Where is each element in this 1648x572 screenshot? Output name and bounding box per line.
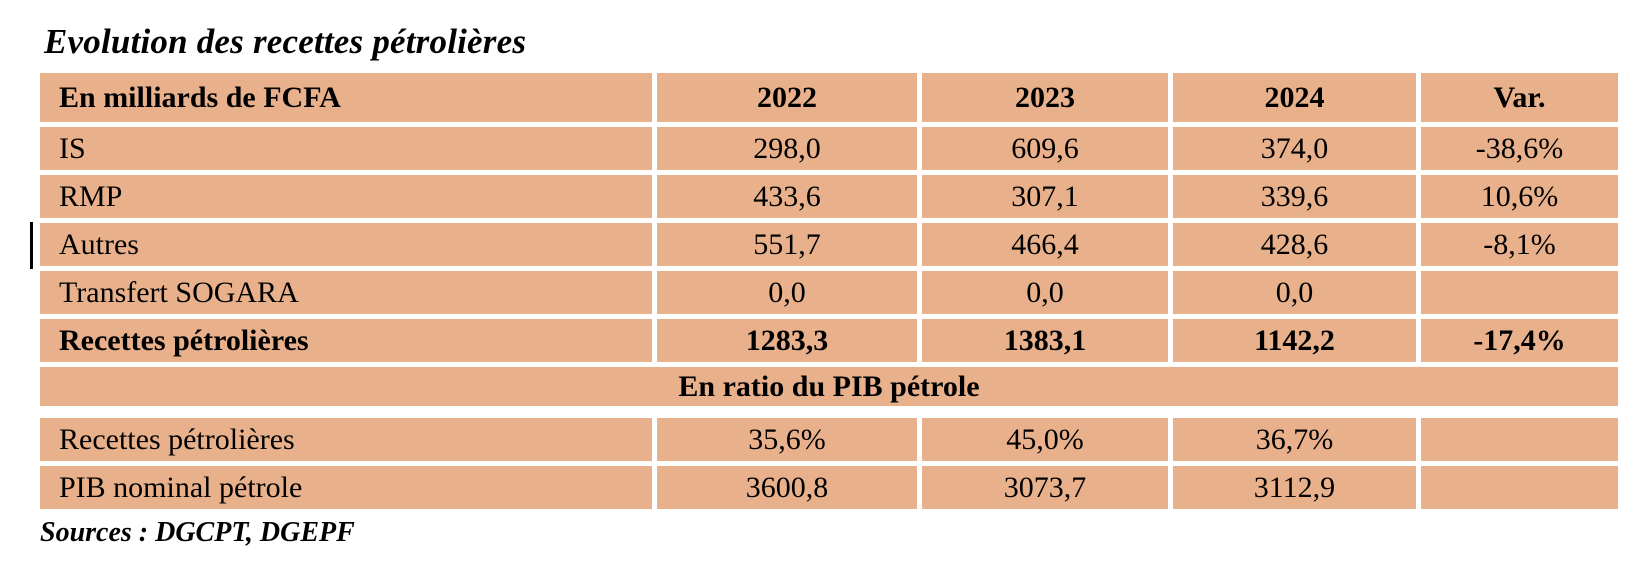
row-ratio-recettes-2023: 45,0% [922,418,1168,461]
row-ratio-recettes-var [1421,418,1618,461]
row-is-var: -38,6% [1421,127,1618,170]
row-rmp-label: RMP [40,175,652,218]
row-pib-nominal-var [1421,466,1618,509]
row-rmp-var: 10,6% [1421,175,1618,218]
row-rmp-2022: 433,6 [657,175,917,218]
row-is-label: IS [40,127,652,170]
oil-revenues-table: En milliards de FCFA 2022 2023 2024 Var.… [40,73,1618,509]
sources-note: Sources : DGCPT, DGEPF [40,517,355,548]
row-is-2022: 298,0 [657,127,917,170]
row-gap-spacer [40,411,1618,413]
row-autres-2022: 551,7 [657,223,917,266]
page-title: Evolution des recettes pétrolières [44,22,527,61]
row-total-var: -17,4% [1421,319,1618,362]
table-header-unit: En milliards de FCFA [40,73,652,122]
row-rmp-2023: 307,1 [922,175,1168,218]
row-sogara-var [1421,271,1618,314]
table-header-2022: 2022 [657,73,917,122]
row-total-2024: 1142,2 [1173,319,1416,362]
row-pib-nominal-2023: 3073,7 [922,466,1168,509]
row-ratio-recettes-label: Recettes pétrolières [40,418,652,461]
table-header-var: Var. [1421,73,1618,122]
row-ratio-recettes-2024: 36,7% [1173,418,1416,461]
row-is-2023: 609,6 [922,127,1168,170]
row-total-2022: 1283,3 [657,319,917,362]
revision-change-bar [30,222,33,269]
row-autres-2023: 466,4 [922,223,1168,266]
row-sogara-2023: 0,0 [922,271,1168,314]
row-autres-var: -8,1% [1421,223,1618,266]
row-sogara-label: Transfert SOGARA [40,271,652,314]
row-rmp-2024: 339,6 [1173,175,1416,218]
table-header-2024: 2024 [1173,73,1416,122]
row-ratio-recettes-2022: 35,6% [657,418,917,461]
row-is-2024: 374,0 [1173,127,1416,170]
row-autres-label: Autres [40,223,652,266]
row-sogara-2022: 0,0 [657,271,917,314]
row-total-label: Recettes pétrolières [40,319,652,362]
row-autres-2024: 428,6 [1173,223,1416,266]
table-header-2023: 2023 [922,73,1168,122]
row-pib-nominal-label: PIB nominal pétrole [40,466,652,509]
row-sogara-2024: 0,0 [1173,271,1416,314]
row-total-2023: 1383,1 [922,319,1168,362]
row-pib-nominal-2022: 3600,8 [657,466,917,509]
row-pib-nominal-2024: 3112,9 [1173,466,1416,509]
section-header-ratio-pib: En ratio du PIB pétrole [40,367,1618,406]
